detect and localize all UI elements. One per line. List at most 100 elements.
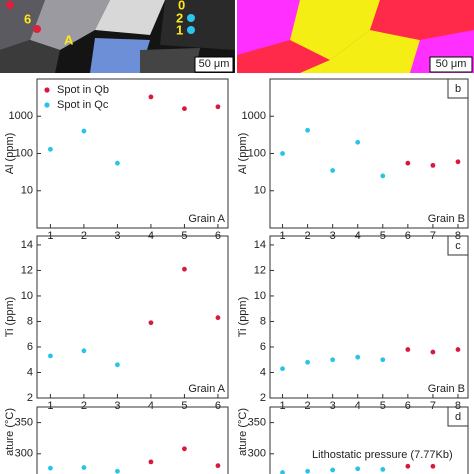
y-tick-label: 10 xyxy=(254,290,266,302)
x-tick-label: 6 xyxy=(215,400,221,412)
data-point xyxy=(148,320,154,326)
y-axis-label: Ti (ppm) xyxy=(4,297,16,338)
y-tick-label: 1000 xyxy=(9,110,33,122)
y-axis-label: ature (°C) xyxy=(237,408,249,456)
data-point xyxy=(405,347,411,352)
plot-frame xyxy=(36,406,229,474)
x-tick-label: 3 xyxy=(330,400,336,412)
data-point xyxy=(215,104,221,110)
plot-frame xyxy=(269,406,469,474)
y-tick-label: 300 xyxy=(248,448,266,460)
data-point xyxy=(305,468,310,474)
x-tick-label: 8 xyxy=(455,400,461,412)
data-point xyxy=(148,459,154,465)
data-point xyxy=(330,357,336,363)
x-tick-label: 4 xyxy=(355,400,361,412)
y-tick-label: 300 xyxy=(15,448,33,460)
data-point xyxy=(148,94,154,100)
data-point xyxy=(115,468,120,474)
y-tick-label: 10 xyxy=(21,290,33,302)
legend-marker xyxy=(44,87,50,93)
plot-frame xyxy=(269,235,469,399)
x-tick-label: 2 xyxy=(81,400,87,412)
photo-right: 50 μm xyxy=(237,0,474,73)
legend-label: Spot in Qb xyxy=(57,84,109,96)
legend-label: Spot in Qc xyxy=(57,99,109,111)
data-point xyxy=(355,139,361,145)
x-tick-label: 1 xyxy=(279,400,285,412)
data-point xyxy=(115,160,120,166)
data-point xyxy=(215,315,221,321)
data-point xyxy=(330,467,336,473)
data-point xyxy=(182,446,187,452)
y-tick-label: 1000 xyxy=(242,110,266,122)
y-tick-label: 12 xyxy=(21,264,33,276)
data-point xyxy=(115,362,120,368)
plot-frame xyxy=(269,78,469,229)
data-point xyxy=(330,168,336,173)
data-point xyxy=(305,127,310,133)
y-tick-label: 12 xyxy=(254,264,266,276)
panel-label-box xyxy=(447,78,469,99)
image-label: 0 xyxy=(178,0,185,12)
data-point xyxy=(380,173,386,179)
y-axis-label: Al (ppm) xyxy=(4,133,16,175)
annotation: Grain B xyxy=(428,383,465,395)
x-tick-label: 1 xyxy=(47,400,53,412)
x-tick-label: 3 xyxy=(114,400,120,412)
y-tick-label: 100 xyxy=(248,147,266,159)
data-point xyxy=(380,467,386,472)
y-tick-label: 4 xyxy=(27,366,33,378)
data-point xyxy=(81,348,87,354)
y-tick-label: 10 xyxy=(21,185,33,197)
annotation: Grain B xyxy=(428,213,465,225)
y-tick-label: 6 xyxy=(27,341,33,353)
y-tick-label: 350 xyxy=(15,417,33,429)
x-tick-label: 2 xyxy=(305,400,311,412)
y-axis-label: Al (ppm) xyxy=(237,133,249,175)
x-tick-label: 5 xyxy=(380,400,386,412)
y-axis-label: ature (°C) xyxy=(4,408,16,456)
x-tick-label: 6 xyxy=(405,400,411,412)
data-point xyxy=(280,470,285,474)
data-point xyxy=(455,159,461,165)
image-label: 2 xyxy=(176,10,183,25)
data-point xyxy=(182,266,187,272)
data-point xyxy=(430,349,436,355)
data-point xyxy=(430,162,436,168)
annotation: Lithostatic pressure (7.77Kb) xyxy=(312,449,453,461)
data-point xyxy=(48,465,53,471)
scale-bar: 50 μm xyxy=(436,58,467,70)
y-tick-label: 14 xyxy=(21,239,33,251)
x-tick-label: 7 xyxy=(430,400,436,412)
y-tick-label: 100 xyxy=(15,147,33,159)
data-point xyxy=(215,463,221,469)
data-point xyxy=(305,359,310,365)
panel-label-box xyxy=(447,406,469,427)
panel-label: b xyxy=(455,83,461,95)
y-axis-label: Ti (ppm) xyxy=(237,297,249,338)
y-tick-label: 2 xyxy=(27,392,33,404)
y-tick-label: 2 xyxy=(260,392,266,404)
x-tick-label: 5 xyxy=(181,400,187,412)
data-point xyxy=(355,354,361,360)
annotation: Grain A xyxy=(188,213,225,225)
data-point xyxy=(380,357,386,363)
image-label: 6 xyxy=(24,11,31,26)
scale-bar: 50 μm xyxy=(199,58,230,70)
panel-label-box xyxy=(447,235,469,256)
y-tick-label: 10 xyxy=(254,185,266,197)
data-point xyxy=(430,463,436,469)
legend-marker xyxy=(44,102,50,108)
y-tick-label: 350 xyxy=(248,417,266,429)
data-point xyxy=(455,347,461,352)
image-label: A xyxy=(64,32,74,47)
data-point xyxy=(280,151,285,156)
y-tick-label: 14 xyxy=(254,239,266,251)
photo-left: 6 A 0 2 1 50 μm xyxy=(0,0,235,73)
data-point xyxy=(280,366,285,372)
y-tick-label: 8 xyxy=(260,315,266,327)
data-point xyxy=(81,465,87,470)
data-point xyxy=(48,146,53,152)
